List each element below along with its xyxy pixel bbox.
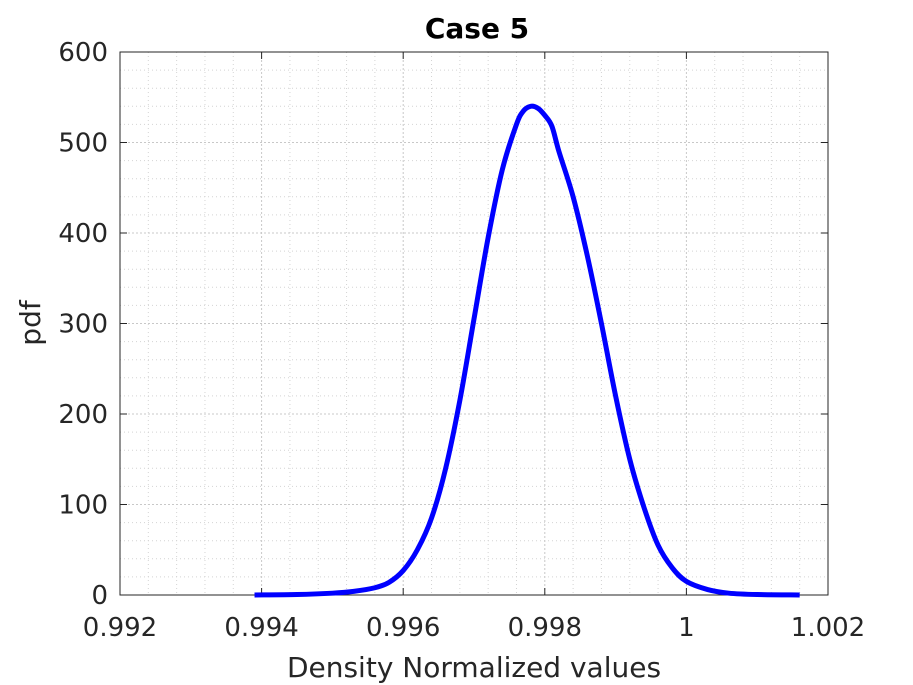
y-tick-label: 600	[58, 38, 108, 68]
y-axis-label: pdf	[14, 299, 47, 346]
y-tick-label: 500	[58, 129, 108, 159]
y-tick-label: 100	[58, 491, 108, 521]
chart-title: Case 5	[425, 12, 529, 45]
x-tick-label: 0.992	[83, 613, 157, 643]
y-tick-label: 200	[58, 400, 108, 430]
series-line	[254, 103, 800, 598]
y-tick-label: 0	[91, 581, 108, 611]
x-tick-label: 0.996	[366, 613, 440, 643]
y-tick-label: 400	[58, 219, 108, 249]
y-axis-ticks: 0 100 200 300 400 500 600	[58, 38, 828, 611]
x-axis-ticks: 0.992 0.994 0.996 0.998 1 1.002	[83, 52, 865, 643]
x-tick-label: 1	[678, 613, 695, 643]
y-tick-label: 300	[58, 310, 108, 340]
x-tick-label: 0.998	[508, 613, 582, 643]
x-tick-label: 0.994	[224, 613, 298, 643]
x-tick-label: 1.002	[791, 613, 865, 643]
x-axis-label: Density Normalized values	[287, 651, 661, 684]
series-layer	[254, 103, 800, 598]
